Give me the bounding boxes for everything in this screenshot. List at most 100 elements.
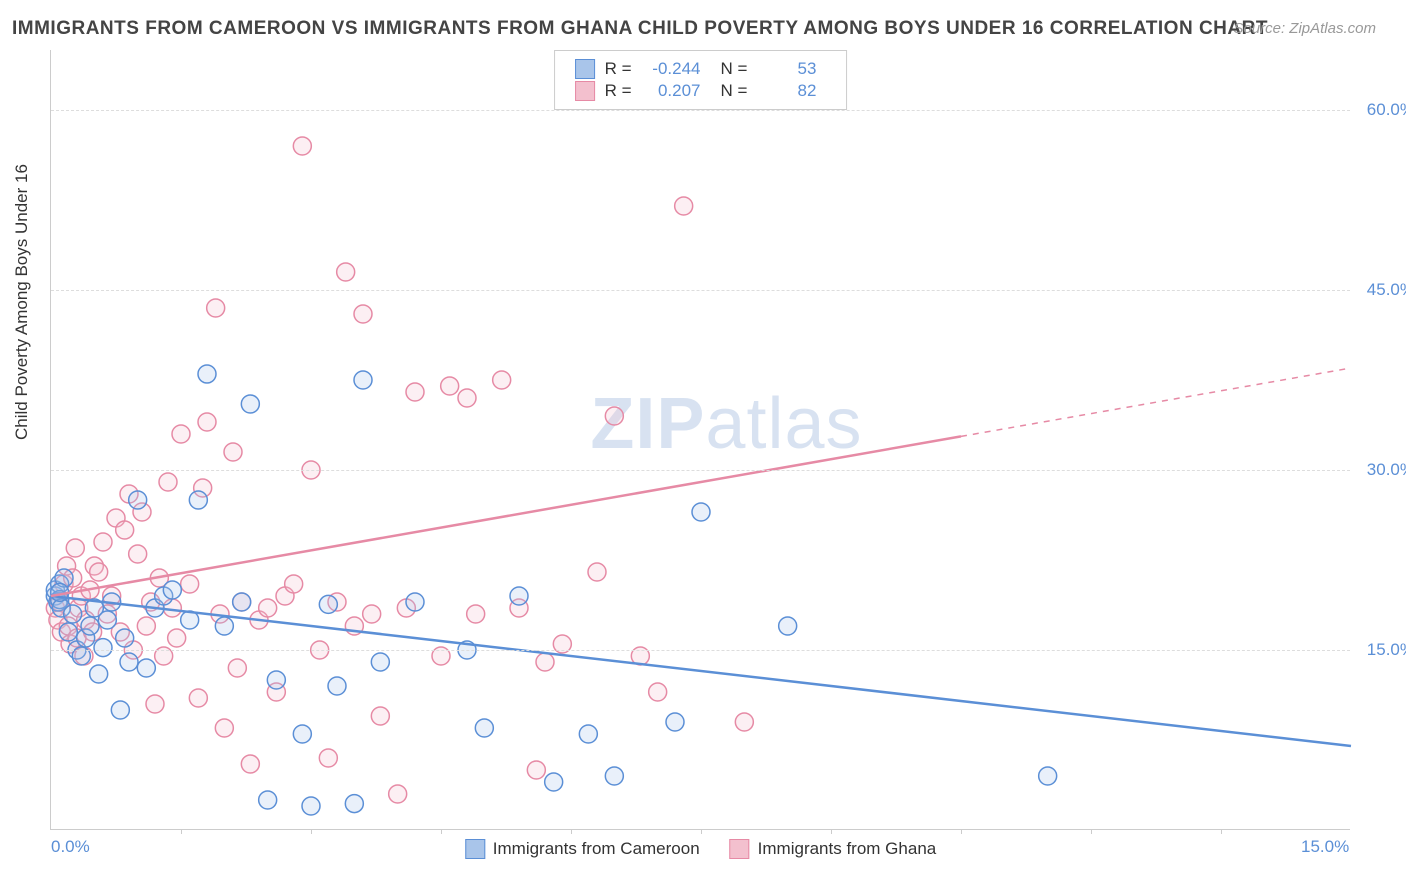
legend-r-value-0: -0.244 xyxy=(646,59,701,79)
data-point xyxy=(64,605,82,623)
data-point xyxy=(493,371,511,389)
data-point xyxy=(111,701,129,719)
data-point xyxy=(302,797,320,815)
data-point xyxy=(345,795,363,813)
series-name-1: Immigrants from Ghana xyxy=(758,839,937,859)
legend-swatch-0 xyxy=(575,59,595,79)
legend-r-label-1: R = xyxy=(605,81,632,101)
plot-area: ZIPatlas R = -0.244 N = 53 R = 0.207 N =… xyxy=(50,50,1350,830)
x-minor-tick xyxy=(701,829,702,834)
data-point xyxy=(406,593,424,611)
source-label: Source: xyxy=(1233,20,1285,37)
data-point xyxy=(198,365,216,383)
data-point xyxy=(666,713,684,731)
x-minor-tick xyxy=(181,829,182,834)
data-point xyxy=(137,617,155,635)
data-point xyxy=(337,263,355,281)
data-point xyxy=(215,719,233,737)
data-point xyxy=(293,137,311,155)
data-point xyxy=(389,785,407,803)
x-minor-tick xyxy=(311,829,312,834)
data-point xyxy=(1039,767,1057,785)
x-minor-tick xyxy=(1221,829,1222,834)
data-point xyxy=(146,695,164,713)
series-legend-item-0: Immigrants from Cameroon xyxy=(465,839,700,859)
data-point xyxy=(406,383,424,401)
gridline xyxy=(51,650,1350,651)
data-point xyxy=(293,725,311,743)
data-point xyxy=(116,521,134,539)
data-point xyxy=(66,539,84,557)
data-point xyxy=(363,605,381,623)
data-point xyxy=(579,725,597,743)
data-point xyxy=(241,755,259,773)
series-name-0: Immigrants from Cameroon xyxy=(493,839,700,859)
data-point xyxy=(649,683,667,701)
gridline xyxy=(51,470,1350,471)
y-axis-label: Child Poverty Among Boys Under 16 xyxy=(12,164,32,440)
data-point xyxy=(90,665,108,683)
data-point xyxy=(259,599,277,617)
data-point xyxy=(319,595,337,613)
data-point xyxy=(189,491,207,509)
x-minor-tick xyxy=(571,829,572,834)
data-point xyxy=(475,719,493,737)
data-point xyxy=(163,581,181,599)
data-point xyxy=(328,677,346,695)
source-attribution: Source: ZipAtlas.com xyxy=(1233,20,1376,37)
data-point xyxy=(207,299,225,317)
data-point xyxy=(94,533,112,551)
x-minor-tick xyxy=(1091,829,1092,834)
data-point xyxy=(120,653,138,671)
legend-n-label-0: N = xyxy=(721,59,748,79)
data-point xyxy=(467,605,485,623)
legend-swatch-1 xyxy=(575,81,595,101)
data-point xyxy=(215,617,233,635)
data-point xyxy=(241,395,259,413)
source-value: ZipAtlas.com xyxy=(1289,20,1376,37)
series-swatch-0 xyxy=(465,839,485,859)
data-point xyxy=(735,713,753,731)
data-point xyxy=(354,305,372,323)
data-point xyxy=(605,407,623,425)
x-tick-label: 0.0% xyxy=(51,837,90,857)
x-minor-tick xyxy=(961,829,962,834)
data-point xyxy=(81,617,99,635)
legend-r-label-0: R = xyxy=(605,59,632,79)
legend-r-value-1: 0.207 xyxy=(646,81,701,101)
x-tick-label: 15.0% xyxy=(1301,837,1349,857)
data-point xyxy=(59,623,77,641)
legend-n-label-1: N = xyxy=(721,81,748,101)
series-legend-item-1: Immigrants from Ghana xyxy=(730,839,937,859)
data-point xyxy=(545,773,563,791)
data-point xyxy=(779,617,797,635)
data-point xyxy=(605,767,623,785)
chart-container: IMMIGRANTS FROM CAMEROON VS IMMIGRANTS F… xyxy=(0,0,1406,892)
data-point xyxy=(692,503,710,521)
data-point xyxy=(98,611,116,629)
gridline xyxy=(51,110,1350,111)
data-point xyxy=(181,575,199,593)
data-point xyxy=(536,653,554,671)
chart-title: IMMIGRANTS FROM CAMEROON VS IMMIGRANTS F… xyxy=(12,18,1268,40)
data-point xyxy=(588,563,606,581)
x-minor-tick xyxy=(831,829,832,834)
y-tick-label: 30.0% xyxy=(1367,460,1406,480)
chart-svg xyxy=(51,50,1350,829)
data-point xyxy=(371,653,389,671)
legend-n-value-1: 82 xyxy=(761,81,816,101)
data-point xyxy=(259,791,277,809)
data-point xyxy=(527,761,545,779)
y-tick-label: 60.0% xyxy=(1367,100,1406,120)
data-point xyxy=(267,671,285,689)
y-tick-label: 45.0% xyxy=(1367,280,1406,300)
data-point xyxy=(371,707,389,725)
data-point xyxy=(94,639,112,657)
series-legend: Immigrants from Cameroon Immigrants from… xyxy=(465,839,936,859)
data-point xyxy=(458,389,476,407)
data-point xyxy=(90,563,108,581)
data-point xyxy=(159,473,177,491)
trend-line xyxy=(51,436,961,596)
legend-row-1: R = 0.207 N = 82 xyxy=(575,81,827,101)
data-point xyxy=(319,749,337,767)
